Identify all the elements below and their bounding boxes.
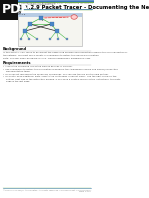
Text: 1.1.2.9 Packet Tracer - Documenting the Network: 1.1.2.9 Packet Tracer - Documenting the … (19, 5, 149, 10)
Text: Background: Background (3, 47, 27, 51)
Text: • Access the command line of the various devices in Carnival.: • Access the command line of the various… (3, 66, 72, 67)
Text: Note: The user EXEC password is cisco. The privileged EXEC password is class.: Note: The user EXEC password is cisco. T… (3, 57, 90, 59)
Text: S2: S2 (52, 26, 54, 27)
Text: In this activity, your job is to document the addressing scheme and connections : In this activity, your job is to documen… (3, 52, 127, 53)
Text: PDF: PDF (2, 3, 30, 16)
Bar (18, 13, 82, 16)
Text: • If you still need additional hints, refer to the Hints page in Packet Tracer. : • If you still need additional hints, re… (3, 76, 116, 77)
Bar (0, 0, 18, 20)
Text: Packet Tracer - Documenting the Network: Packet Tracer - Documenting the Network (49, 3, 93, 4)
Text: R1: R1 (42, 20, 45, 21)
Ellipse shape (71, 15, 77, 19)
Text: Topology: Topology (3, 10, 22, 13)
Text: Requirements: Requirements (3, 61, 31, 65)
Text: • Use commands to gather the information required in the Addressing Scheme and D: • Use commands to gather the information… (3, 68, 118, 70)
Text: the network. You must use a variety of commands to gather the required informati: the network. You must use a variety of c… (3, 55, 99, 56)
Text: ©2013 Cisco and/or its affiliates. All rights reserved. This document is Cisco P: ©2013 Cisco and/or its affiliates. All r… (3, 190, 91, 192)
Text: bottom right side of the instruction window. If you have a printed version of th: bottom right side of the instruction win… (3, 78, 120, 80)
Bar (18, 13, 82, 46)
Text: • If you do not remember the necessary commands, you can use the IOS built-in he: • If you do not remember the necessary c… (3, 73, 108, 75)
Text: Cisco Networking Academy®: Cisco Networking Academy® (19, 2, 56, 6)
Text: page is the last page.: page is the last page. (3, 81, 30, 82)
Text: S1: S1 (28, 26, 30, 27)
Text: Page 1 of 3: Page 1 of 3 (79, 190, 91, 191)
Text: Documentation table.: Documentation table. (3, 71, 30, 72)
Text: 1.1.2.9: 1.1.2.9 (18, 14, 27, 15)
